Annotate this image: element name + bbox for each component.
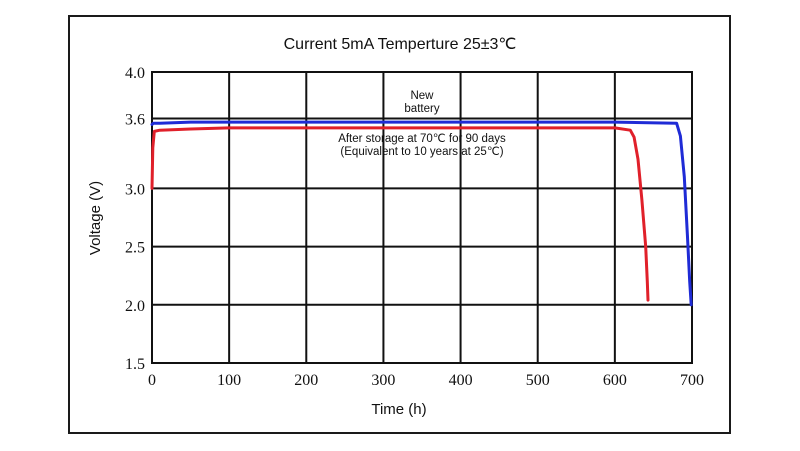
annotation-0: New battery xyxy=(404,90,439,115)
series-lines xyxy=(150,120,693,307)
annotation-1-line-1: (Equivalent to 10 years at 25℃) xyxy=(340,146,503,158)
series-line-1 xyxy=(150,126,650,302)
x-axis-label: Time (h) xyxy=(371,401,426,418)
y-tick-label-5: 4.0 xyxy=(125,65,145,82)
y-tick-label-0: 1.5 xyxy=(125,356,145,373)
grid xyxy=(151,71,693,364)
annotation-1: After storage at 70℃ for 90 days (Equival… xyxy=(338,133,506,158)
y-axis-label: Voltage (V) xyxy=(87,181,104,255)
annotation-0-line-0: New xyxy=(410,90,434,102)
x-tick-label-0: 0 xyxy=(148,372,156,389)
y-tick-label-3: 3.0 xyxy=(125,181,145,198)
x-tick-label-7: 700 xyxy=(680,372,704,389)
x-tick-label-3: 300 xyxy=(371,372,395,389)
x-tick-label-5: 500 xyxy=(526,372,550,389)
x-tick-label-4: 400 xyxy=(449,372,473,389)
annotations: New battery After storage at 70℃ for 90 da… xyxy=(338,90,506,158)
annotation-0-line-1: battery xyxy=(404,103,439,115)
chart-title: Current 5mA Temperture 25±3℃ xyxy=(284,36,517,53)
x-tick-label-6: 600 xyxy=(603,372,627,389)
y-tick-label-2: 2.5 xyxy=(125,240,145,257)
tick-labels: 0 100 200 300 400 500 600 700 1.5 2.0 2.5 3.0 3.6 4.0 xyxy=(125,65,704,389)
x-tick-label-2: 200 xyxy=(294,372,318,389)
chart-frame xyxy=(68,15,731,434)
y-tick-label-4: 3.6 xyxy=(125,112,145,129)
annotation-1-line-0: After storage at 70℃ for 90 days xyxy=(338,133,506,145)
y-tick-label-1: 2.0 xyxy=(125,298,145,315)
x-tick-label-1: 100 xyxy=(217,372,241,389)
plot-border xyxy=(151,71,693,364)
series-line-0 xyxy=(150,120,693,307)
